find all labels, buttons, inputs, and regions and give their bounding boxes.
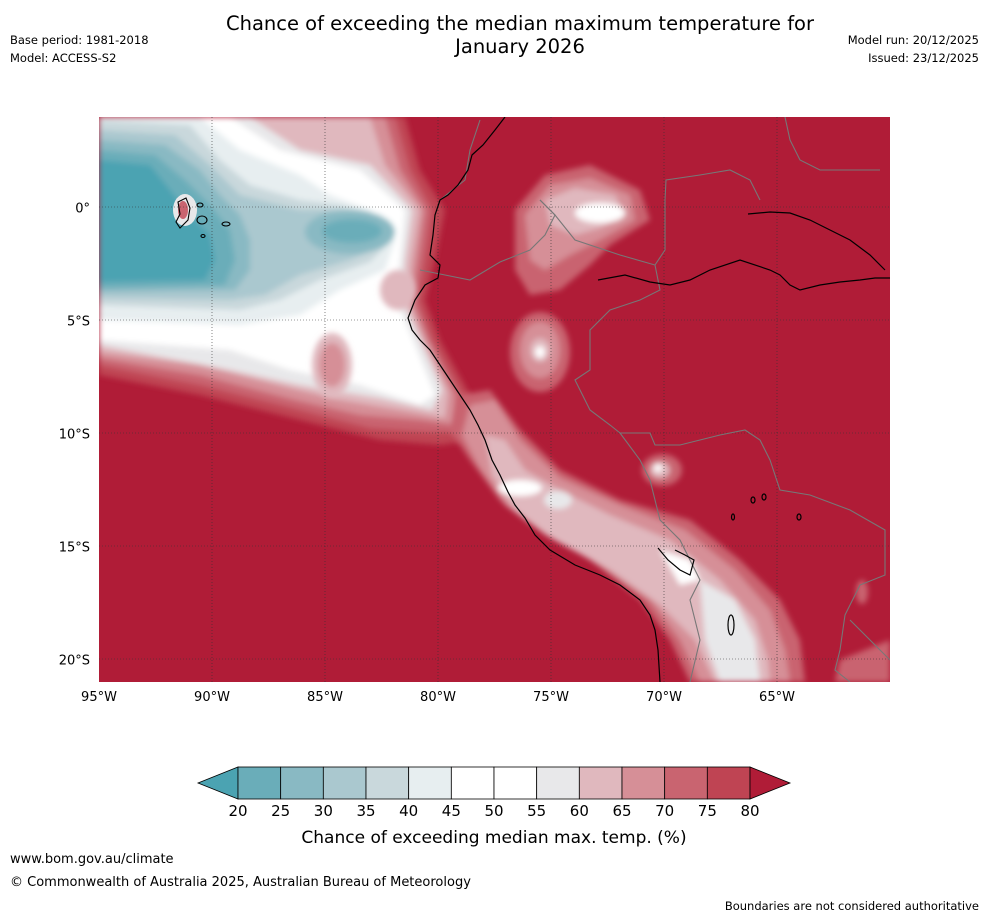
lon-label: 75°W: [533, 690, 569, 705]
title-line-1: Chance of exceeding the median maximum t…: [225, 12, 815, 35]
colorbar-tick-label: 50: [484, 802, 503, 820]
colorbar-box: [706, 766, 751, 800]
model-name: Model: ACCESS-S2: [10, 51, 117, 65]
lon-label: 85°W: [307, 690, 343, 705]
lon-label: 80°W: [420, 690, 456, 705]
colorbar-tick-label: 55: [527, 802, 546, 820]
colorbar-tick-label: 65: [612, 802, 631, 820]
lat-label: 5°S: [67, 314, 90, 329]
colorbar-arrow-low: [196, 766, 239, 800]
lon-label: 65°W: [759, 690, 795, 705]
country-borders: [419, 117, 890, 682]
coastline: [407, 117, 890, 682]
base-period: Base period: 1981-2018: [10, 33, 149, 47]
lon-label: 90°W: [194, 690, 230, 705]
colorbar-tick-label: 80: [740, 802, 759, 820]
colorbar-label: Chance of exceeding median max. temp. (%…: [301, 828, 686, 848]
colorbar-box: [280, 766, 324, 800]
colorbar-box: [536, 766, 580, 800]
colorbar-tick-label: 75: [698, 802, 717, 820]
colorbar-box: [322, 766, 367, 800]
colorbar-tick-label: 70: [655, 802, 674, 820]
copyright: © Commonwealth of Australia 2025, Austra…: [10, 875, 471, 890]
colorbar-box: [664, 766, 708, 800]
colorbar-box: [621, 766, 666, 800]
latitude-labels: 0° 5°S 10°S 15°S 20°S: [59, 201, 90, 668]
colorbar-boxes: [196, 766, 792, 800]
meta-right: Model run: 20/12/2025 Issued: 23/12/2025: [848, 31, 979, 67]
map-field: [99, 117, 890, 682]
lat-label: 20°S: [59, 653, 90, 668]
lon-label: 70°W: [646, 690, 682, 705]
colorbar-tick-label: 30: [314, 802, 333, 820]
meta-left: Base period: 1981-2018 Model: ACCESS-S2: [10, 31, 149, 67]
colorbar-arrow-high: [749, 766, 792, 800]
website: www.bom.gov.au/climate: [10, 852, 174, 867]
lat-label: 15°S: [59, 540, 90, 555]
colorbar-tick-label: 35: [356, 802, 375, 820]
model-run: Model run: 20/12/2025: [847, 33, 979, 47]
colorbar-box: [493, 766, 538, 800]
issued-date: Issued: 23/12/2025: [868, 51, 979, 65]
lon-label: 95°W: [81, 690, 117, 705]
lat-label: 10°S: [59, 427, 90, 442]
andes-neutral-zone: [450, 165, 890, 682]
colorbar-tick-label: 60: [570, 802, 589, 820]
colorbar-tick-label: 20: [228, 802, 247, 820]
colorbar-box: [450, 766, 495, 800]
lat-label: 0°: [75, 201, 90, 216]
galapagos-islands: [175, 197, 231, 239]
colorbar-ticks: 20 25 30 35 40 45 50 55 60 65 70 75 80: [228, 802, 759, 820]
colorbar-box: [237, 766, 282, 800]
title-line-2: January 2026: [455, 35, 585, 58]
colorbar-tick-label: 40: [399, 802, 418, 820]
longitude-labels: 95°W 90°W 85°W 80°W 75°W 70°W 65°W: [81, 690, 795, 705]
disclaimer: Boundaries are not considered authoritat…: [724, 899, 979, 913]
colorbar-box: [365, 766, 410, 800]
colorbar-box: [578, 766, 623, 800]
gridlines: [99, 117, 890, 682]
colorbar-tick-label: 45: [442, 802, 461, 820]
chart-title: Chance of exceeding the median maximum t…: [170, 12, 870, 58]
colorbar-tick-label: 25: [271, 802, 290, 820]
offshore-warm-patch: [312, 270, 416, 397]
colorbar-box: [408, 766, 452, 800]
